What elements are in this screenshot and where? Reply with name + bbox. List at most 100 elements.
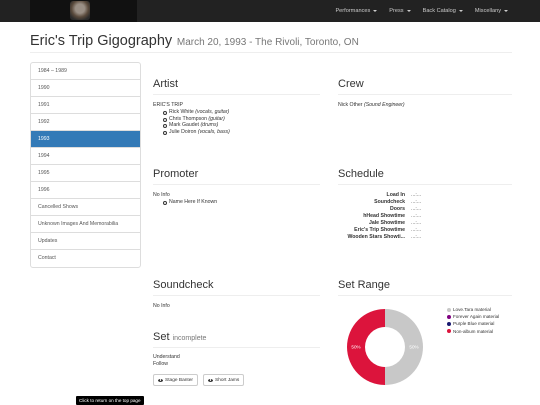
nav-item-label: Back Catalog — [422, 8, 456, 14]
schedule-value: ...:... — [411, 206, 422, 212]
nav-item-label: Press — [389, 8, 404, 14]
schedule-row: Eric's Trip Showtime...:... — [338, 227, 512, 234]
crew-name: Nick Other — [338, 102, 363, 108]
donut-slice[interactable] — [347, 309, 385, 385]
back-to-top-tooltip: Click to return on the top page — [76, 396, 144, 405]
nav-press-menu[interactable]: Press — [383, 8, 416, 14]
member-name: Julie Doiron — [169, 128, 197, 135]
schedule-value: ...:... — [411, 227, 422, 233]
page-header: Eric's Trip Gigography March 20, 1993 - … — [30, 33, 512, 53]
member-list: Rick White (vocals, guitar) Chris Thompso… — [153, 109, 320, 135]
set-range-heading: Set Range — [338, 279, 512, 296]
schedule-row: Load In...:... — [338, 192, 512, 199]
member-item: Mark Gaudet (drums) — [163, 122, 320, 129]
schedule-label: Jale Showtime — [368, 220, 405, 226]
sidebar-item[interactable]: 1990 — [31, 80, 140, 97]
legend-item[interactable]: Love.Tara material — [447, 307, 517, 312]
member-role: (guitar) — [208, 115, 225, 122]
artist-panel: Artist ERIC'S TRIP Rick White (vocals, g… — [153, 78, 320, 135]
sidebar-item[interactable]: 1995 — [31, 165, 140, 182]
schedule-label: Doors — [390, 206, 405, 212]
chart-legend: Love.Tara material Forever Again material… — [447, 307, 517, 336]
band-name: ERIC'S TRIP — [153, 102, 184, 108]
slice-label: 50% — [409, 345, 418, 350]
nav-miscellany-menu[interactable]: Miscellany — [469, 8, 514, 14]
promoter-item: Name Here If Known — [163, 199, 320, 206]
member-role: (vocals, guitar) — [195, 109, 230, 115]
site-logo[interactable] — [30, 0, 137, 22]
soundcheck-heading: Soundcheck — [153, 279, 320, 296]
legend-swatch — [447, 314, 451, 319]
member-name: Rick White — [169, 109, 194, 115]
soundcheck-panel: Soundcheck No Info — [153, 279, 320, 310]
legend-label: Forever Again material — [453, 314, 500, 320]
schedule-row: hHead Showtime...:... — [338, 213, 512, 220]
member-item: Chris Thompson (guitar) — [163, 116, 320, 123]
set-status: incomplete — [172, 335, 207, 342]
slice-label: 50% — [351, 345, 360, 350]
schedule-value: ...:... — [411, 234, 422, 240]
sidebar-item[interactable]: Cancelled Shows — [31, 199, 140, 216]
set-range-chart: 50% 50% — [347, 309, 423, 385]
legend-item[interactable]: Non-album material — [447, 329, 517, 334]
sidebar-item[interactable]: 1984 – 1989 — [31, 63, 140, 80]
button-label: Stage Banter — [165, 377, 194, 383]
member-role: (vocals, bass) — [197, 128, 230, 135]
set-title: Set — [153, 331, 170, 343]
soundcheck-info: No Info — [153, 303, 170, 309]
promoter-list: Name Here If Known — [153, 199, 320, 206]
eye-icon — [158, 378, 163, 382]
caret-down-icon — [504, 10, 508, 12]
legend-label: Non-album material — [453, 328, 494, 334]
schedule-row: Doors...:... — [338, 206, 512, 213]
top-navbar: Performances Press Back Catalog Miscellany — [0, 0, 540, 22]
sidebar-item[interactable]: Updates — [31, 233, 140, 250]
schedule-label: Soundcheck — [374, 199, 405, 205]
legend-item[interactable]: Forever Again material — [447, 314, 517, 319]
member-name: Chris Thompson — [169, 115, 207, 122]
promoter-info: No Info — [153, 192, 170, 198]
button-label: Short Jams — [215, 377, 240, 383]
song-item: Understand — [153, 354, 180, 360]
donut-slice[interactable] — [385, 309, 423, 385]
short-jams-button[interactable]: Short Jams — [203, 374, 245, 386]
sidebar-item[interactable]: 1994 — [31, 148, 140, 165]
song-item: Follow — [153, 361, 168, 367]
sidebar-item[interactable]: 1992 — [31, 114, 140, 131]
set-heading: Set incomplete — [153, 331, 320, 348]
nav-item-label: Performances — [335, 8, 371, 14]
legend-swatch — [447, 329, 451, 334]
schedule-label: Load In — [386, 192, 405, 198]
crew-role: (Sound Engineer) — [363, 102, 405, 108]
nav-item-label: Miscellany — [474, 8, 501, 14]
legend-swatch — [447, 307, 451, 312]
schedule-label: Eric's Trip Showtime — [354, 227, 405, 233]
sidebar-item[interactable]: Contact — [38, 255, 56, 261]
schedule-panel: Schedule Load In...:... Soundcheck...:...… — [338, 168, 512, 241]
page-subtitle: March 20, 1993 - The Rivoli, Toronto, ON — [176, 37, 359, 48]
set-panel: Set incomplete Understand Follow Stage Ba… — [153, 331, 320, 386]
schedule-row: Jale Showtime...:... — [338, 220, 512, 227]
legend-item[interactable]: Purple Blue material — [447, 321, 517, 326]
song-list: Understand Follow — [153, 354, 320, 368]
crew-panel: Crew Nick Other (Sound Engineer) — [338, 78, 512, 109]
sidebar-item[interactable]: 1991 — [31, 97, 140, 114]
schedule-label: Wooden Stars Showti... — [347, 234, 405, 240]
artist-heading: Artist — [153, 78, 320, 95]
stage-banter-button[interactable]: Stage Banter — [153, 374, 199, 386]
sidebar-item[interactable]: 1993 — [31, 131, 140, 148]
schedule-row: Soundcheck...:... — [338, 199, 512, 206]
member-name: Mark Gaudet — [169, 122, 199, 128]
schedule-row: Wooden Stars Showti......:... — [338, 234, 512, 241]
legend-label: Purple Blue material — [453, 321, 495, 327]
nav-back-catalog-menu[interactable]: Back Catalog — [417, 8, 469, 14]
crew-heading: Crew — [338, 78, 512, 95]
legend-label: Love.Tara material — [453, 307, 491, 312]
sidebar-item[interactable]: Unknown Images And Memorabilia — [31, 216, 140, 233]
sidebar-item[interactable]: 1996 — [31, 182, 140, 199]
schedule-table: Load In...:... Soundcheck...:... Doors...:… — [338, 192, 512, 241]
schedule-value: ...:... — [411, 192, 422, 198]
promoter-panel: Promoter No Info Name Here If Known — [153, 168, 320, 206]
crew-member: Nick Other (Sound Engineer) — [338, 102, 512, 109]
nav-performances-menu[interactable]: Performances — [329, 8, 383, 14]
